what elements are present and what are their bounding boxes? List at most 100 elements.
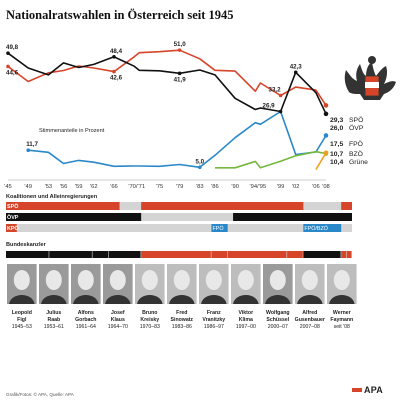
end-label-value: 29,3	[330, 117, 343, 124]
x-tick-label: '59	[75, 184, 83, 190]
portrait-face	[141, 270, 158, 290]
portrait-face	[333, 270, 350, 290]
coalition-row-label: ÖVP	[7, 214, 19, 221]
series-end-point-bzoe	[323, 150, 329, 156]
chancellor-first-name: Fred	[176, 310, 187, 316]
coalition-row-label: KPÖ	[7, 225, 19, 232]
chancellor-last-name: Gusenbauer	[295, 317, 325, 323]
data-point	[6, 51, 10, 56]
chancellor-years: 1970–83	[140, 324, 160, 330]
portrait-suit	[137, 295, 163, 304]
x-tick-label: '94/'95	[249, 184, 266, 190]
chancellor-photos: LeopoldFigl1945–53JuliusRaab1953–61Alfon…	[7, 264, 357, 330]
portrait-suit	[297, 295, 323, 304]
chancellor-first-name: Josef	[111, 310, 125, 316]
portrait-suit	[9, 295, 35, 304]
series-line-spoe	[7, 49, 327, 106]
chancellor-years: 1961–64	[76, 324, 96, 330]
data-label: 33,2	[269, 86, 282, 93]
coalition-fpo-label: FPÖ	[212, 225, 223, 232]
data-label: 11,7	[26, 141, 38, 148]
data-point	[26, 148, 30, 153]
coalition-track-oevp	[6, 213, 352, 221]
x-tick-label: '70/'71	[128, 184, 145, 190]
data-point	[112, 69, 116, 74]
apa-logo-bar	[352, 388, 362, 392]
x-tick-label: '06	[312, 184, 320, 190]
chancellor-years: 1997–00	[236, 324, 256, 330]
coalition-fpo-label: FPÖ/BZÖ	[304, 225, 328, 232]
chancellor-period	[303, 251, 341, 258]
end-label-value: 26,0	[330, 125, 343, 132]
chart-title: Nationalratswahlen in Österreich seit 19…	[6, 8, 234, 22]
x-tick-label: '83	[196, 184, 204, 190]
chancellor-years: 1986–97	[204, 324, 224, 330]
end-label-value: 17,5	[330, 141, 343, 148]
portrait-face	[205, 270, 222, 290]
chancellor-first-name: Bruno	[142, 310, 157, 316]
chancellor-last-name: Raab	[47, 317, 60, 323]
portrait-suit	[265, 295, 291, 304]
portrait-face	[109, 270, 126, 290]
data-label: 26,9	[263, 103, 276, 110]
chancellor-years: 1953–61	[44, 324, 64, 330]
data-point	[6, 64, 10, 69]
chancellor-first-name: Julius	[46, 310, 61, 316]
x-tick-label: '86	[211, 184, 219, 190]
coalition-period-oevp	[6, 213, 142, 221]
data-point	[293, 70, 298, 75]
coalition-period-fpoe	[303, 224, 342, 232]
chancellor-first-name: Viktor	[238, 310, 253, 316]
portrait-face	[301, 270, 318, 290]
chancellor-period	[287, 251, 303, 258]
portrait-suit	[169, 295, 195, 304]
x-tick-label: '49	[24, 184, 32, 190]
chancellor-last-name: Klima	[239, 317, 253, 323]
x-tick-label: '66	[110, 184, 118, 190]
chancellor-years: 1945–53	[12, 324, 32, 330]
chancellor-period	[49, 251, 92, 258]
coalition-period-kpoe	[6, 224, 17, 232]
chancellor-period	[227, 251, 287, 258]
portrait-suit	[73, 295, 99, 304]
chancellor-years: 2007–08	[300, 324, 320, 330]
chancellor-last-name: Faymann	[330, 317, 353, 323]
data-point	[177, 48, 182, 52]
coalition-period-oevp	[233, 213, 352, 221]
end-label-party: ÖVP	[349, 124, 364, 132]
coalition-period-spoe	[6, 202, 120, 210]
coalition-bars: SPÖ ÖVP KPÖ FPÖ FPÖ/BZÖ	[6, 202, 352, 232]
chancellor-years: seit '08	[334, 324, 350, 330]
coalition-track-kpoe	[6, 224, 352, 232]
coalition-period-spoe	[341, 202, 352, 210]
chancellor-period	[141, 251, 211, 258]
chancellor-first-name: Leopold	[12, 310, 32, 316]
bundeskanzler-label: Bundeskanzler	[6, 242, 47, 248]
x-tick-label: '75	[156, 184, 164, 190]
portrait-face	[45, 270, 62, 290]
chancellor-last-name: Kreisky	[140, 317, 159, 323]
chancellor-period	[211, 251, 228, 258]
data-label: 48,4	[110, 48, 123, 55]
chancellor-first-name: Werner	[333, 310, 351, 316]
chancellor-last-name: Gorbach	[75, 317, 96, 323]
end-label-party: SPÖ	[349, 116, 363, 124]
koalitionen-label: Koalitionen und Alleinregierungen	[6, 194, 98, 200]
end-label-oevp: 26,0 ÖVP	[330, 124, 364, 132]
x-tick-label: '53	[45, 184, 53, 190]
portrait-suit	[233, 295, 259, 304]
chancellor-last-name: Vranitzky	[202, 317, 225, 323]
end-label-party: FPÖ	[349, 140, 363, 148]
x-tick-label: '45	[4, 184, 12, 190]
chancellor-last-name: Sinowatz	[171, 317, 194, 323]
portrait-suit	[329, 295, 355, 304]
plot-area: 49,8 44,6 42,6 48,4 51,0 41,9 11,7 5,0 26,9 33,2 4…	[6, 41, 368, 171]
